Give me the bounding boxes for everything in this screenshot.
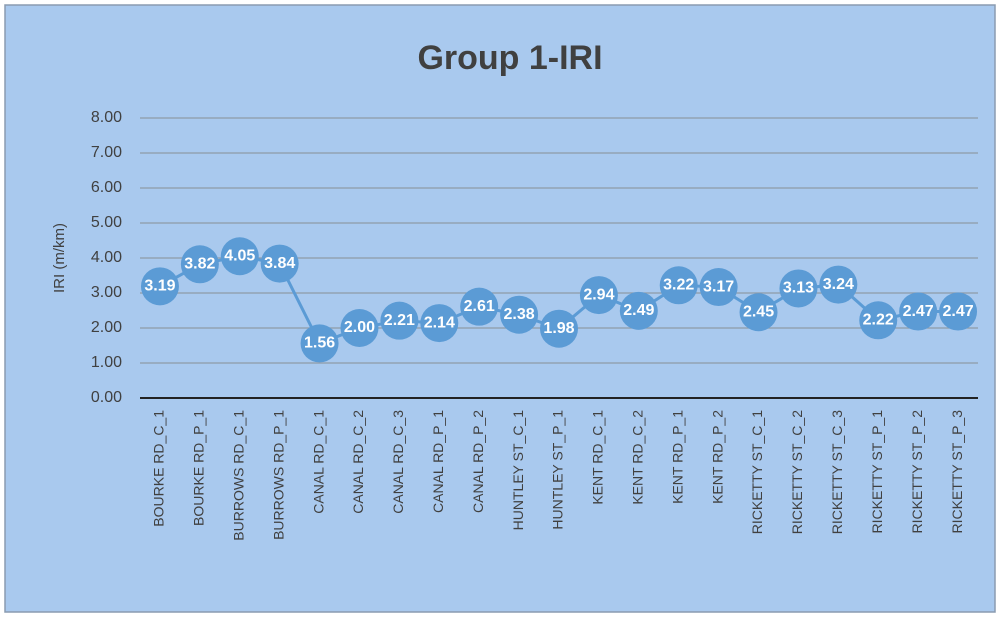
x-tick-label: KENT RD_C_2 (630, 410, 646, 505)
y-tick-label: 8.00 (91, 109, 122, 126)
y-tick-label: 4.00 (91, 249, 122, 266)
data-point (819, 265, 858, 304)
data-label: 2.61 (464, 298, 495, 315)
data-label: 1.56 (304, 335, 335, 352)
x-tick-label: RICKETTY ST_C_2 (789, 410, 805, 534)
y-tick-label: 6.00 (91, 179, 122, 196)
data-label: 3.13 (783, 280, 814, 297)
x-tick-label: RICKETTY ST_C_3 (829, 410, 845, 534)
x-tick-label: KENT RD_C_1 (590, 410, 606, 505)
data-label: 3.84 (264, 255, 295, 272)
data-point (260, 244, 299, 283)
x-tick-label: BURROWS RD_C_1 (230, 410, 246, 541)
x-tick-label: CANAL RD_C_2 (350, 410, 366, 514)
data-label: 3.24 (823, 276, 854, 293)
chart-title: Group 1-IRI (417, 39, 602, 77)
data-label: 4.05 (224, 247, 255, 264)
data-point (420, 304, 459, 343)
data-point (859, 301, 898, 340)
x-tick-label: KENT RD_P_2 (709, 410, 725, 504)
data-label: 2.00 (344, 319, 375, 336)
x-tick-label: HUNTLEY ST_C_1 (510, 410, 526, 531)
data-label: 3.19 (144, 278, 175, 295)
x-tick-label: BURROWS RD_P_1 (270, 410, 286, 540)
data-point (380, 301, 419, 340)
data-point (540, 309, 578, 348)
x-tick-label: BOURKE RD_C_1 (151, 410, 167, 527)
y-axis-label: IRI (m/km) (51, 223, 68, 293)
y-tick-label: 1.00 (91, 354, 122, 371)
data-label: 2.49 (623, 302, 654, 319)
x-tick-label: BOURKE RD_P_1 (191, 410, 207, 526)
data-point (460, 287, 499, 326)
data-label: 2.45 (743, 303, 774, 320)
data-point (699, 268, 738, 307)
data-label: 3.22 (663, 277, 694, 294)
data-label: 2.94 (583, 286, 614, 303)
x-tick-label: KENT RD_P_1 (669, 410, 685, 504)
x-tick-label: HUNTLEY ST_P_1 (550, 410, 566, 530)
x-tick-label: CANAL RD_C_1 (310, 410, 326, 514)
x-tick-label: CANAL RD_P_1 (430, 410, 446, 513)
data-point (340, 309, 379, 347)
x-tick-label: RICKETTY ST_C_1 (749, 410, 765, 534)
data-label: 2.47 (942, 303, 973, 320)
x-tick-label: CANAL RD_C_3 (390, 410, 406, 514)
data-point (899, 292, 938, 331)
y-tick-label: 3.00 (91, 284, 122, 301)
y-tick-label: 5.00 (91, 214, 122, 231)
data-point (739, 293, 778, 332)
data-label: 3.17 (703, 278, 734, 295)
data-point (619, 291, 658, 330)
x-tick-label: RICKETTY ST_P_3 (949, 410, 965, 534)
data-point (659, 266, 698, 305)
data-point (779, 269, 818, 308)
data-point (220, 237, 259, 276)
data-point (579, 276, 618, 315)
y-tick-label: 2.00 (91, 319, 122, 336)
y-tick-label: 0.00 (91, 389, 122, 406)
x-tick-label: CANAL RD_P_2 (470, 410, 486, 513)
data-label: 2.47 (903, 303, 934, 320)
data-label: 2.38 (504, 306, 535, 323)
data-label: 2.22 (863, 312, 894, 329)
data-label: 2.21 (384, 312, 415, 329)
data-point (140, 267, 179, 306)
data-point (180, 245, 219, 284)
data-point (939, 292, 978, 331)
y-tick-label: 7.00 (91, 144, 122, 161)
data-point (500, 295, 539, 334)
x-tick-label: RICKETTY ST_P_1 (869, 410, 885, 534)
data-label: 2.14 (424, 314, 455, 331)
chart-background (4, 4, 996, 613)
x-tick-label: RICKETTY ST_P_2 (909, 410, 925, 534)
data-label: 3.82 (184, 256, 215, 273)
data-label: 1.98 (543, 320, 574, 337)
data-point (300, 324, 339, 363)
